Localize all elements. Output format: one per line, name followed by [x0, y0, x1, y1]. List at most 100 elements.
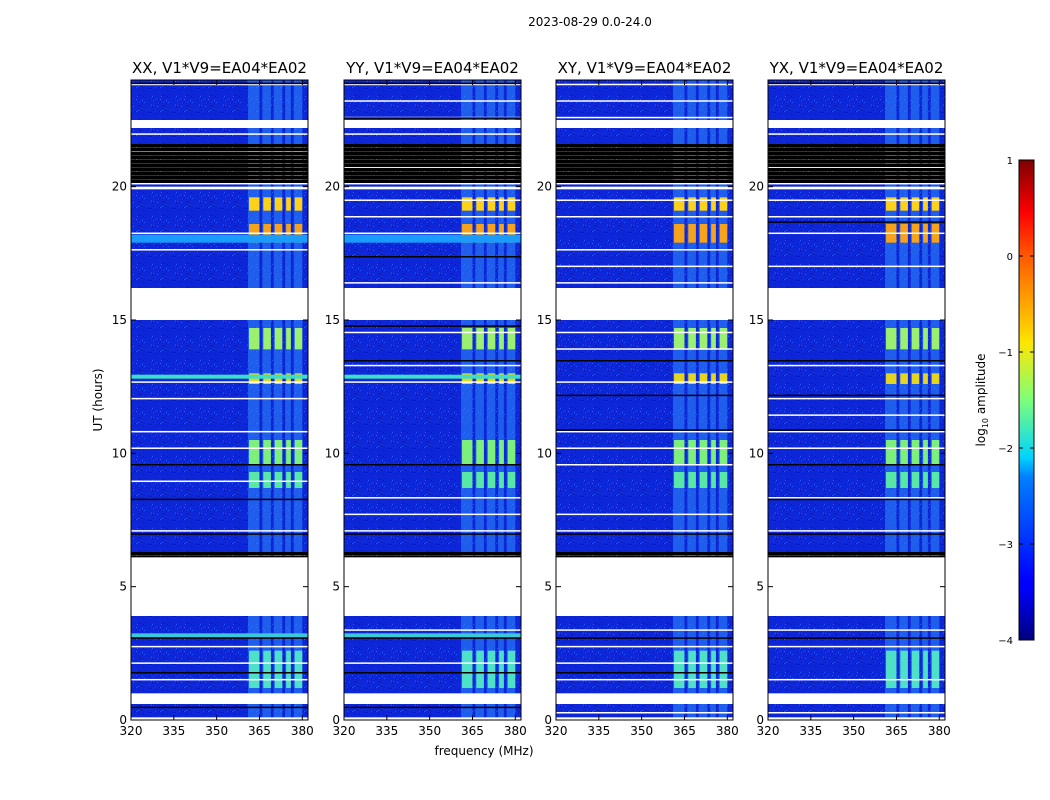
data-gap: [768, 120, 945, 128]
flag-line: [344, 199, 521, 201]
rfi-hotspot: [931, 440, 940, 464]
rfi-band: [273, 80, 283, 720]
dark-band-line: [344, 144, 521, 147]
dark-band-line: [768, 180, 945, 183]
flag-line: [556, 249, 733, 251]
x-tick-label: 380: [504, 724, 527, 738]
flag-line: [344, 216, 521, 218]
dark-band-line: [768, 164, 945, 167]
flag-line: [344, 282, 521, 284]
rfi-hotspot: [911, 472, 920, 488]
rfi-hotspot: [249, 472, 260, 488]
rfi-hotspot: [263, 440, 271, 464]
x-axis-label: frequency (MHz): [434, 744, 533, 758]
rfi-hotspot: [249, 328, 260, 350]
dark-band-line: [556, 148, 733, 151]
rfi-hotspot: [711, 328, 716, 350]
rfi-hotspot: [719, 373, 728, 384]
rfi-hotspot: [711, 224, 716, 243]
rfi-hotspot: [719, 197, 728, 211]
x-tick-label: 350: [630, 724, 653, 738]
dark-band-line: [344, 160, 521, 163]
x-tick-label: 335: [162, 724, 185, 738]
dark-band-line: [131, 152, 308, 155]
rfi-hotspot: [931, 328, 940, 350]
rfi-hotspot: [711, 650, 716, 688]
bright-stripe: [344, 234, 521, 243]
flag-line: [768, 397, 945, 400]
flag-line: [344, 331, 521, 334]
rfi-hotspot: [476, 373, 484, 384]
rfi-hotspot: [286, 197, 291, 211]
rfi-hotspot: [900, 650, 908, 688]
rfi-hotspot: [886, 373, 897, 384]
dark-line: [768, 498, 945, 501]
rfi-hotspot: [688, 650, 696, 688]
rfi-band: [461, 80, 473, 720]
y-tick-label: 20: [325, 180, 340, 194]
rfi-hotspot: [249, 440, 260, 464]
y-tick-label: 20: [749, 180, 764, 194]
dark-band-line: [768, 160, 945, 163]
dark-band-line: [556, 156, 733, 159]
rfi-hotspot: [719, 472, 728, 488]
rfi-hotspot: [274, 472, 283, 488]
flag-line: [556, 464, 733, 466]
rfi-hotspot: [674, 650, 685, 688]
rfi-hotspot: [476, 472, 484, 488]
dark-line: [768, 360, 945, 362]
flag-line: [131, 678, 308, 681]
rfi-hotspot: [923, 440, 928, 464]
colorbar-label-main: log: [974, 428, 988, 446]
rfi-hotspot: [900, 197, 908, 211]
data-gap: [131, 186, 308, 190]
flag-line: [556, 100, 733, 102]
y-tick-label: 20: [112, 180, 127, 194]
rfi-hotspot: [923, 197, 928, 211]
flag-line: [556, 83, 733, 86]
rfi-hotspot: [274, 373, 283, 384]
rfi-hotspot: [249, 197, 260, 211]
data-gap: [556, 186, 733, 190]
rfi-hotspot: [294, 373, 303, 384]
rfi-hotspot: [462, 440, 473, 464]
data-gap: [768, 693, 945, 704]
dark-line: [344, 360, 521, 362]
rfi-hotspot: [286, 650, 291, 688]
x-tick-label: 350: [418, 724, 441, 738]
dark-band-line: [768, 156, 945, 159]
rfi-hotspot: [711, 472, 716, 488]
rfi-hotspot: [900, 328, 908, 350]
colorbar-tick-label: 1: [1007, 156, 1013, 167]
flag-line: [131, 645, 308, 648]
panel-frame: [767, 79, 946, 721]
rfi-hotspot: [294, 650, 303, 688]
dark-band-line: [556, 160, 733, 163]
flag-line: [344, 364, 521, 367]
flag-line: [768, 497, 945, 499]
y-tick-label: 5: [119, 580, 127, 594]
rfi-band: [498, 80, 504, 720]
rfi-hotspot: [886, 440, 897, 464]
rfi-hotspot: [487, 440, 496, 464]
dark-line: [768, 221, 945, 223]
flag-line: [556, 430, 733, 433]
bright-stripe: [131, 234, 308, 243]
rfi-hotspot: [286, 472, 291, 488]
rfi-hotspot: [923, 373, 928, 384]
rfi-hotspot: [274, 328, 283, 350]
rfi-hotspot: [286, 440, 291, 464]
dark-line: [344, 637, 521, 639]
x-tick-label: 320: [333, 724, 356, 738]
panel-xy: XY, V1*V9=EA04*EA02 320 335 350 365 380 0 5 10 15…: [537, 59, 739, 738]
data-gap: [344, 557, 521, 616]
flag-line: [768, 166, 945, 168]
rfi-hotspot: [688, 328, 696, 350]
y-tick-label: 5: [332, 580, 340, 594]
flag-line: [344, 133, 521, 135]
dark-band-line: [768, 552, 945, 555]
rfi-hotspot: [263, 197, 271, 211]
rfi-hotspot: [462, 197, 473, 211]
flag-line: [768, 712, 945, 714]
